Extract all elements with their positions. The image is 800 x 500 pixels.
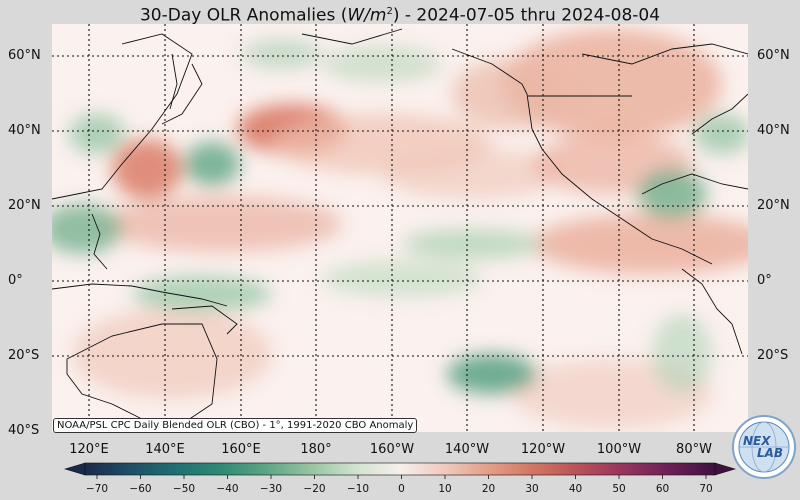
lon-label-120e: 120°E xyxy=(69,442,109,457)
lat-label-20n-left: 20°N xyxy=(8,198,41,213)
colorbar-tick-label: 0 xyxy=(398,483,405,495)
colorbar-tick-label: 60 xyxy=(655,483,670,495)
svg-text:LAB: LAB xyxy=(757,446,783,460)
lon-label-120w: 120°W xyxy=(520,442,566,457)
svg-text:NEX: NEX xyxy=(743,434,771,448)
lat-label-60n-right: 60°N xyxy=(757,48,790,63)
colorbar-tick-label: −60 xyxy=(129,483,152,495)
lat-label-20s-right: 20°S xyxy=(757,348,789,363)
colorbar-tick-label: 70 xyxy=(699,483,713,495)
lat-label-40n-left: 40°N xyxy=(8,123,41,138)
colorbar-tick-label: 30 xyxy=(525,483,539,495)
lat-label-20s-left: 20°S xyxy=(8,348,40,363)
colorbar xyxy=(63,462,737,479)
map-title: 30-Day OLR Anomalies (W/m2) - 2024-07-05… xyxy=(139,5,661,26)
lat-label-60n-left: 60°N xyxy=(8,48,41,63)
colorbar-tick-label: −40 xyxy=(216,483,239,495)
colorbar-left-arrow xyxy=(63,462,86,476)
lon-label-140e: 140°E xyxy=(145,442,185,457)
colorbar-tick-label: −10 xyxy=(346,483,370,495)
colorbar-tick-label: 50 xyxy=(612,483,626,495)
colorbar-tick-label: −30 xyxy=(259,483,283,495)
colorbar-tick-label: −20 xyxy=(303,483,326,495)
lon-label-160w: 160°W xyxy=(369,442,415,457)
colorbar-right-arrow xyxy=(714,462,737,476)
lat-label-eq-left: 0° xyxy=(8,273,23,288)
colorbar-tick-label: 10 xyxy=(438,483,452,495)
lon-label-100w: 100°W xyxy=(596,442,642,457)
colorbar-tick-label: 40 xyxy=(568,483,583,495)
lat-label-eq-right: 0° xyxy=(757,273,772,288)
lon-label-140w: 140°W xyxy=(444,442,490,457)
lon-label-180: 180° xyxy=(300,442,332,457)
colorbar-tick-label: −70 xyxy=(85,483,109,495)
lat-label-20n-right: 20°N xyxy=(757,198,790,213)
lon-label-80w: 80°W xyxy=(676,442,712,457)
lon-label-160e: 160°E xyxy=(221,442,261,457)
colorbar-tick-label: 20 xyxy=(481,483,496,495)
colorbar-gradient xyxy=(84,462,716,476)
nexlab-globe-logo: NEX LAB xyxy=(732,415,796,479)
lat-label-40n-right: 40°N xyxy=(757,123,790,138)
data-source-credit: NOAA/PSL CPC Daily Blended OLR (CBO) - 1… xyxy=(53,418,418,433)
colorbar-tick-label: −50 xyxy=(172,483,196,495)
lat-label-40s-left: 40°S xyxy=(8,423,40,438)
olr-anomaly-map xyxy=(52,24,748,432)
lat-lon-grid xyxy=(52,24,748,432)
